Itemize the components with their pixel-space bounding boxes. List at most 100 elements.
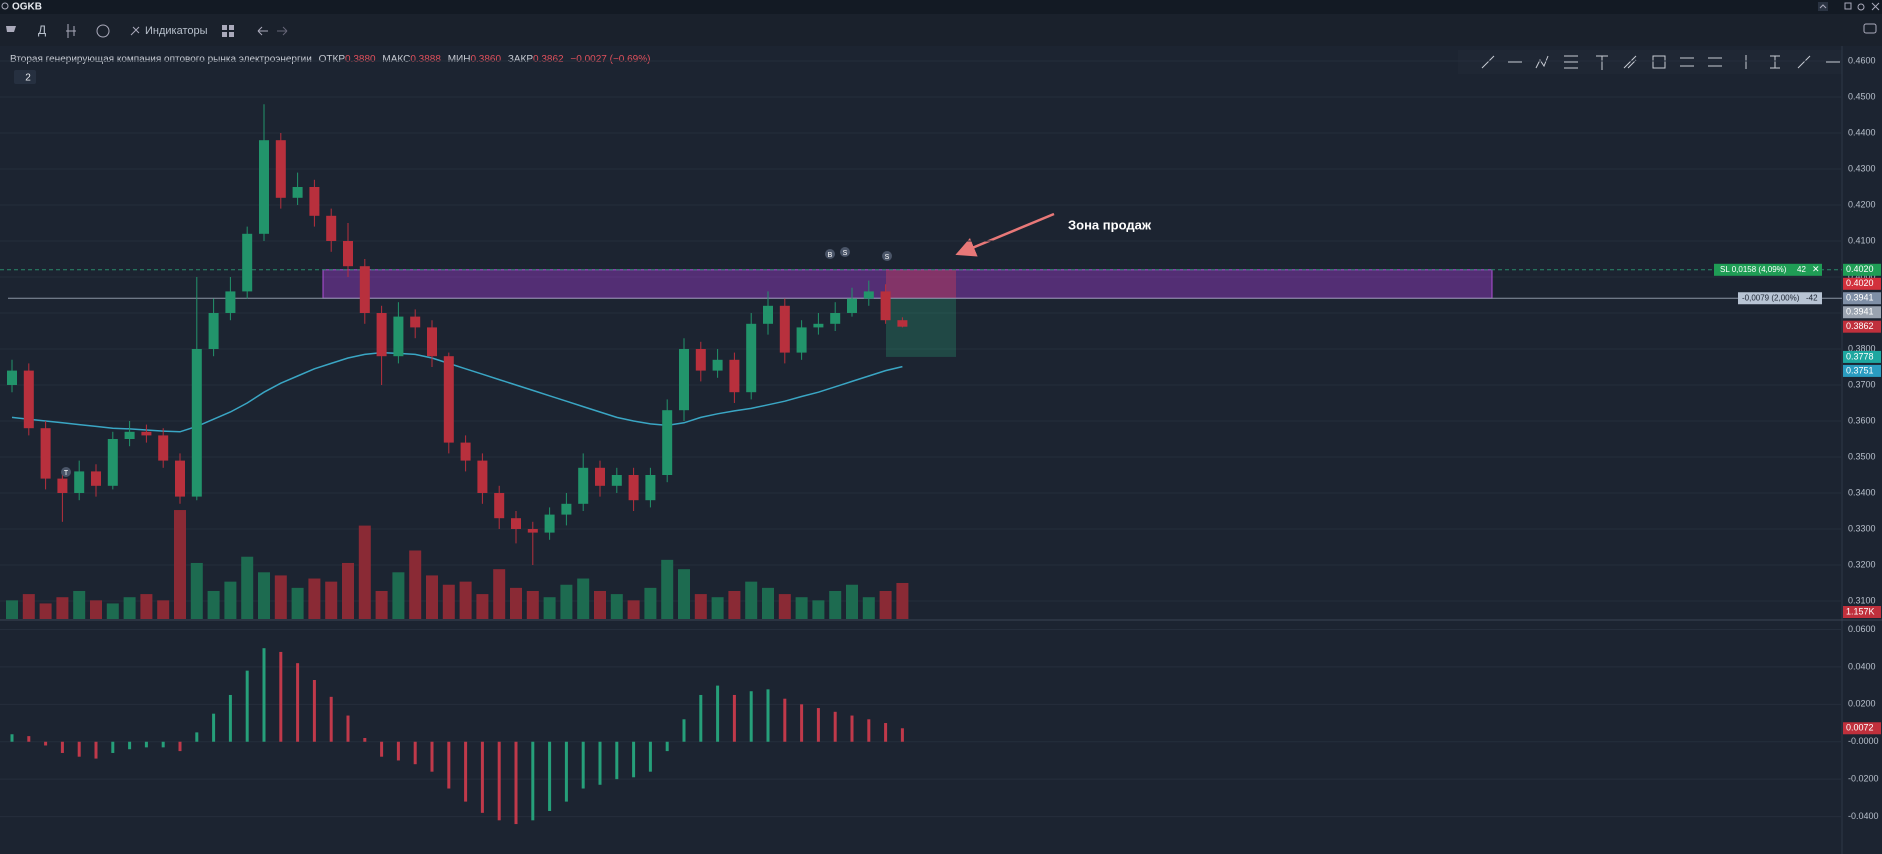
histogram-bar <box>884 723 888 742</box>
histogram-bar <box>615 741 619 780</box>
y-tick-label: 0.4000 <box>1848 271 1876 281</box>
volume-bar <box>829 590 842 619</box>
volume-bar <box>594 590 606 619</box>
histogram-bar <box>531 741 535 821</box>
position-risk <box>886 269 956 299</box>
candle-body <box>729 359 740 393</box>
candle-body <box>427 327 437 357</box>
collapse-count[interactable]: 2 <box>25 73 31 84</box>
volume-bar <box>627 600 640 619</box>
y-tick-label: 0.3200 <box>1848 559 1876 569</box>
histogram-bar <box>44 741 48 746</box>
volume-bar <box>745 581 758 619</box>
candle-body <box>225 291 236 313</box>
price-tag <box>1843 306 1881 319</box>
histogram-bar <box>464 741 468 802</box>
chart-type-icon[interactable] <box>66 24 76 38</box>
volume-bar <box>39 603 52 619</box>
candle-body <box>561 503 572 515</box>
volume-bar <box>526 590 539 619</box>
candle-body <box>662 410 673 475</box>
volume-bar <box>291 587 304 619</box>
collapse-button[interactable] <box>14 70 36 84</box>
volume-bar <box>409 550 422 619</box>
volume-bar <box>778 594 791 619</box>
window-controls[interactable] <box>1818 2 1880 11</box>
candle-body <box>443 356 454 443</box>
candle-body <box>494 493 505 519</box>
volume-bar <box>694 594 707 619</box>
histogram-bar <box>900 728 904 742</box>
search-icon[interactable] <box>1 2 9 10</box>
volume-bar <box>358 525 371 619</box>
volume-bar <box>241 556 254 619</box>
volume-bar <box>426 575 438 619</box>
volume-bar <box>22 594 35 619</box>
undo[interactable] <box>257 26 268 36</box>
histogram-bar <box>60 741 64 753</box>
drawing-toolbar[interactable] <box>1458 50 1842 74</box>
redo[interactable] <box>277 26 288 36</box>
histogram-bar <box>245 670 249 742</box>
volume-bar <box>846 584 858 619</box>
candle-body <box>23 370 34 429</box>
price-tag-label: 0.3778 <box>1846 351 1874 361</box>
histogram-bar <box>783 698 787 742</box>
layout-icon[interactable] <box>222 25 234 37</box>
price-tag-label: 0.3862 <box>1846 321 1874 331</box>
histogram-bar <box>716 685 720 742</box>
histogram-bar <box>279 651 283 742</box>
histogram-bar <box>867 719 871 742</box>
indicators-button[interactable]: Индикаторы <box>145 25 208 37</box>
volume-bar <box>157 600 170 619</box>
window-title: OGKB <box>12 2 42 13</box>
indicators-icon[interactable] <box>130 26 140 36</box>
histogram-bar <box>228 694 232 742</box>
histogram-bar <box>850 715 854 742</box>
stop-close[interactable]: ✕ <box>1812 264 1820 274</box>
candle-body <box>628 475 639 501</box>
histogram-bar <box>10 734 14 742</box>
histogram-bar <box>648 741 652 772</box>
trade-marker-label: S <box>885 254 890 261</box>
candle-body <box>712 359 723 371</box>
histogram-bar <box>195 732 199 742</box>
legend-change: −0.0027 (−0.69%) <box>570 54 650 65</box>
legend-low: 0.3860 <box>470 54 501 65</box>
histogram-bar <box>800 704 804 742</box>
timeframe-button[interactable]: Д <box>38 23 46 37</box>
candle-body <box>326 215 337 241</box>
legend-high-label: МАКС <box>382 54 410 65</box>
volume-bar <box>207 590 220 619</box>
candle-body <box>578 467 589 504</box>
cart-icon[interactable] <box>6 26 16 32</box>
trade-marker <box>61 467 71 477</box>
volume-tag-label: 1.157K <box>1846 606 1875 616</box>
price-tag-label: 0.3941 <box>1846 293 1874 303</box>
volume-bar <box>258 572 270 619</box>
price-tag <box>1843 277 1881 290</box>
candle-body <box>74 471 85 493</box>
volume-bar <box>90 600 102 619</box>
chart-layer: 0.3100 0.3200 0.3300 0.3400 0.3500 0.3600 0.37… <box>0 55 1881 825</box>
candle-body <box>7 370 17 385</box>
histogram-bar <box>548 741 552 811</box>
volume-bar <box>644 587 657 619</box>
histogram-bar <box>212 713 216 742</box>
histogram-bar <box>312 680 316 742</box>
legend-close-label: ЗАКР <box>508 54 534 65</box>
stop-text: SL 0,0158 (4,09%) <box>1720 265 1787 274</box>
compare-icon[interactable] <box>96 24 110 38</box>
volume-bar <box>140 594 153 619</box>
y-tick-label: 0.0600 <box>1848 624 1876 634</box>
candle-body <box>880 291 891 321</box>
candle-body <box>57 478 68 493</box>
y-tick-label: 0.4600 <box>1848 55 1876 65</box>
screenshot-icon[interactable] <box>1863 23 1877 34</box>
volume-bar <box>308 578 321 619</box>
candle-body <box>40 428 51 479</box>
candle-body <box>208 313 219 349</box>
title-bar <box>0 0 1882 14</box>
histogram-bar <box>413 741 417 765</box>
trade-marker-label: T <box>64 470 69 477</box>
